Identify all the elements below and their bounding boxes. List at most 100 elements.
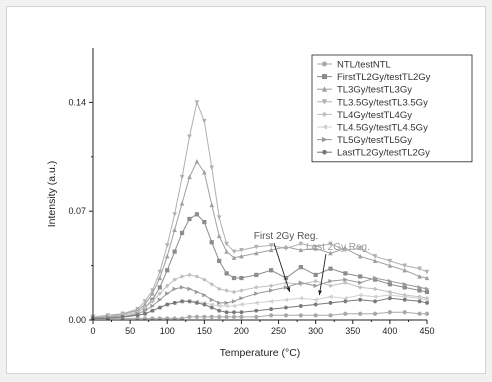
data-point [268,243,274,248]
legend-box [311,54,473,163]
annotation-arrowhead [286,287,291,293]
data-point [216,286,222,292]
legend-label: TL3Gy/testTL3Gy [337,85,412,96]
data-point [157,305,162,310]
y-ticks: 0.00 0.07 0.14 [68,97,93,325]
data-point [372,254,378,259]
data-point [328,294,333,299]
data-point [298,295,303,301]
data-point [328,250,333,256]
data-point [179,200,185,206]
data-point [217,300,222,306]
y-tick-label: 0.07 [68,206,86,216]
legend-label: TL4Gy/testTL4Gy [337,110,412,121]
data-point [402,297,407,302]
data-point [209,297,215,303]
data-point [165,291,170,296]
data-point [187,174,192,180]
data-point [209,302,214,307]
data-point [424,269,430,275]
data-point [194,100,200,105]
data-point [298,241,304,247]
data-point [254,308,259,313]
data-point [328,241,333,247]
data-point [268,307,274,311]
data-point [231,303,237,309]
legend-marker [321,99,328,105]
data-point [424,301,430,305]
series-8 [90,296,430,321]
data-point [417,295,422,301]
legend-marker [321,74,327,80]
data-point [402,285,407,290]
data-point [165,268,170,273]
data-point [358,280,363,285]
data-point [224,310,229,315]
data-point [157,269,163,275]
data-point [142,311,148,316]
data-point [343,277,348,282]
legend-label: FirstTL2Gy/testTL2Gy [337,72,431,83]
data-point [313,278,318,284]
x-tick-label: 250 [271,326,286,336]
data-point [209,305,214,310]
data-point [150,308,155,313]
data-point [328,301,333,305]
data-point [179,299,185,304]
data-point [402,310,407,315]
data-point [313,272,318,278]
x-tick-label: 400 [382,326,397,336]
data-point [217,314,222,319]
data-point [194,314,200,319]
data-point [343,311,348,316]
data-point [202,169,207,175]
data-point [313,283,319,289]
data-point [209,314,214,319]
data-point [417,274,422,279]
data-point [343,299,348,304]
data-point [417,266,422,272]
data-point [179,274,185,279]
legend-item: TL5Gy/testTL5Gy [317,135,412,146]
data-point [417,285,423,290]
data-point [224,241,229,247]
data-point [231,289,237,295]
data-point [179,230,185,236]
data-point [358,311,363,316]
data-point [402,294,407,299]
data-point [187,299,192,304]
legend-label: LastTL2Gy/testTL2Gy [337,148,430,159]
data-point [402,267,408,273]
data-point [157,297,163,303]
data-point [387,282,392,287]
legend-label: TL4.5Gy/testTL4.5Gy [337,123,428,134]
data-point [328,283,333,289]
data-point [283,305,289,310]
data-point [224,271,229,276]
data-point [298,280,304,285]
y-axis-title: Intensity (a.u.) [46,161,58,228]
data-point [231,249,237,255]
x-tick-label: 300 [308,326,323,336]
data-point [231,310,237,315]
legend-item: FirstTL2Gy/testTL2Gy [317,72,431,83]
data-point [269,313,274,318]
data-point [231,314,237,319]
data-point [358,297,363,302]
data-point [142,299,148,304]
data-point [150,299,155,304]
data-point [239,247,244,253]
data-point [164,253,170,259]
data-point [424,286,430,292]
data-point [179,285,185,290]
data-point [402,281,408,287]
data-point [187,134,192,140]
data-point [387,310,392,315]
data-point [313,313,318,318]
data-point [298,265,303,270]
data-point [239,295,244,301]
data-point [343,280,348,285]
data-point [343,271,348,276]
axes-layer: 0 50 100 150 200 250 300 350 400 450 0.00 0.07 0.14 [68,48,435,336]
legend-marker [321,111,328,118]
